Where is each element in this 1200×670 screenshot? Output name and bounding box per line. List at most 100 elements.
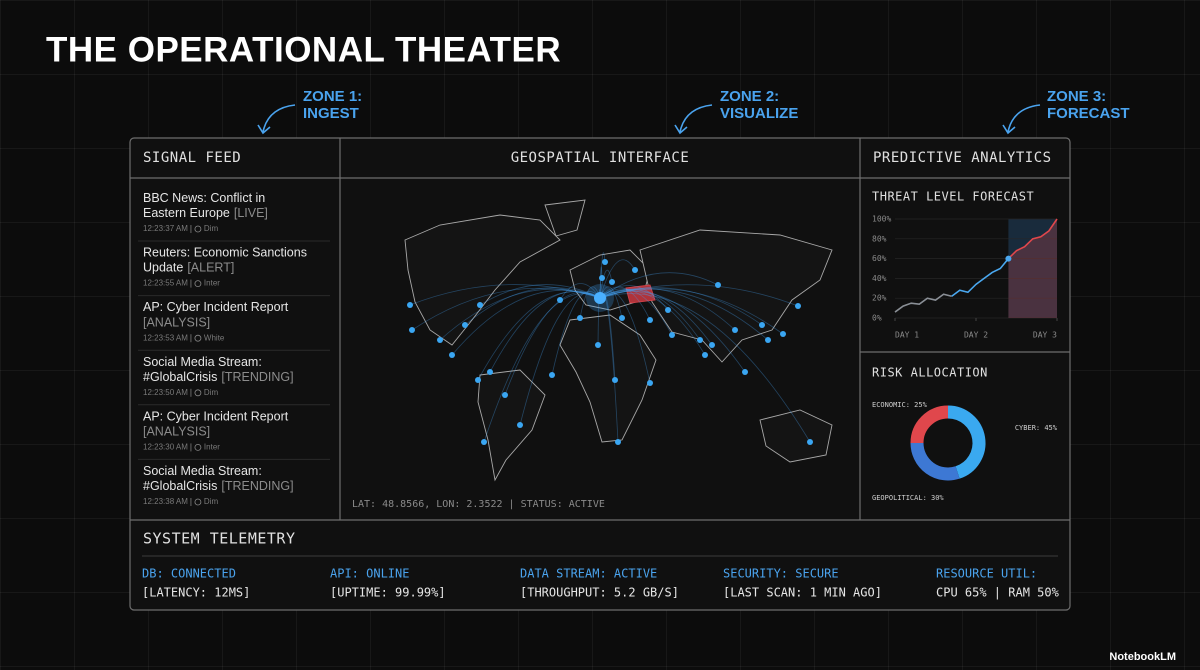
connection-arc <box>483 293 601 443</box>
map-node <box>795 303 801 309</box>
slice-label: GEOPOLITICAL: 30% <box>872 494 944 502</box>
map-node <box>612 377 618 383</box>
connection-arc <box>599 286 651 321</box>
map-node <box>462 322 468 328</box>
zone-name: INGEST <box>303 105 359 122</box>
map-node <box>647 380 653 386</box>
zone-name: VISUALIZE <box>720 105 798 122</box>
source-icon <box>194 280 202 288</box>
connection-arc <box>599 259 636 299</box>
world-map <box>404 199 833 482</box>
connection-arc <box>599 287 736 331</box>
feed-source: White <box>204 333 225 342</box>
source-icon <box>194 389 202 397</box>
map-node <box>619 315 625 321</box>
y-tick-label: 60% <box>872 254 887 263</box>
connection-arc <box>599 252 606 299</box>
connection-arc <box>519 292 601 426</box>
telemetry-detail: [LATENCY: 12MS] <box>142 586 250 600</box>
map-node <box>577 315 583 321</box>
chart-title: THREAT LEVEL FORECAST <box>872 190 1034 204</box>
zone-label: ZONE 3: <box>1047 88 1106 105</box>
feed-headline: #GlobalCrisis [TRENDING] <box>143 370 294 384</box>
feed-time: 12:23:55 AM <box>143 279 188 288</box>
feed-source: Dim <box>204 497 219 506</box>
map-node <box>765 337 771 343</box>
x-tick-label: DAY 2 <box>964 331 988 340</box>
map-node <box>715 282 721 288</box>
map-node <box>697 337 703 343</box>
map-node <box>647 317 653 323</box>
y-tick-label: 80% <box>872 234 887 243</box>
map-status: LAT: 48.8566, LON: 2.3522 | STATUS: ACTI… <box>352 499 605 510</box>
map-node <box>487 369 493 375</box>
panel-title: SIGNAL FEED <box>143 150 241 166</box>
connection-arc <box>451 290 601 356</box>
telemetry-label: DATA STREAM: ACTIVE <box>520 567 657 581</box>
connection-arc <box>599 288 701 341</box>
map-node <box>481 439 487 445</box>
y-tick-label: 40% <box>872 274 887 283</box>
map-node <box>437 337 443 343</box>
map-node <box>742 369 748 375</box>
feed-headline: Social Media Stream: <box>143 355 262 369</box>
hub <box>594 292 606 304</box>
headline-text: Eastern Europe <box>143 206 230 220</box>
x-tick-label: DAY 1 <box>895 331 919 340</box>
page-title: THE OPERATIONAL THEATER <box>46 30 561 69</box>
connection-arc <box>409 284 601 306</box>
zone-label: ZONE 1: <box>303 88 362 105</box>
brand: NotebookLM <box>1109 651 1176 663</box>
forecast-band <box>1008 219 1057 318</box>
headline-text: Social Media Stream: <box>143 464 262 478</box>
connection-arc <box>599 289 713 346</box>
map-node <box>665 307 671 313</box>
panel-title: PREDICTIVE ANALYTICS <box>873 150 1052 166</box>
map-node <box>599 275 605 281</box>
map-node <box>615 439 621 445</box>
feed-headline: Reuters: Economic Sanctions <box>143 246 307 260</box>
connection-arc <box>599 285 669 311</box>
source-icon <box>194 225 202 233</box>
telemetry-label: API: ONLINE <box>330 567 409 581</box>
connection-arc <box>411 287 601 331</box>
feed-tag: [ANALYSIS] <box>143 425 210 439</box>
map-node <box>557 297 563 303</box>
y-tick-label: 0% <box>872 314 882 323</box>
telemetry-detail: CPU 65% | RAM 50% <box>936 586 1060 600</box>
feed-time: 12:23:50 AM <box>143 388 188 397</box>
slice-label: ECONOMIC: 25% <box>872 401 928 409</box>
feed-source: Inter <box>204 279 220 288</box>
connection-arc <box>599 272 719 299</box>
connection-arc <box>599 291 651 384</box>
map-node <box>475 377 481 383</box>
zone-label: ZONE 2: <box>720 88 779 105</box>
headline-text: #GlobalCrisis <box>143 479 217 493</box>
connection-arc <box>464 287 601 326</box>
feed-source: Dim <box>204 224 219 233</box>
map-node <box>759 322 765 328</box>
zone-arrows <box>257 104 1041 135</box>
map-node <box>709 342 715 348</box>
headline-text: BBC News: Conflict in <box>143 191 265 205</box>
connection-arc <box>599 289 706 356</box>
headline-text: AP: Cyber Incident Report <box>143 410 289 424</box>
map-node <box>602 259 608 265</box>
connection-arc <box>599 269 613 299</box>
x-tick-label: DAY 3 <box>1033 331 1057 340</box>
forecast-area <box>1008 219 1057 318</box>
feed-source: Inter <box>204 443 220 452</box>
connection-arc <box>439 288 601 341</box>
connection-arc <box>479 284 601 306</box>
feed-time: 12:23:53 AM <box>143 333 188 342</box>
map-node <box>595 342 601 348</box>
map-node <box>632 267 638 273</box>
connection-arc <box>599 290 746 373</box>
map-node <box>780 331 786 337</box>
connection-arc <box>599 293 811 443</box>
connection-arc <box>599 288 769 341</box>
current-point <box>1005 255 1012 262</box>
feed-headline: Update [ALERT] <box>143 261 234 275</box>
map-node <box>407 302 413 308</box>
connection-arc <box>599 266 603 299</box>
